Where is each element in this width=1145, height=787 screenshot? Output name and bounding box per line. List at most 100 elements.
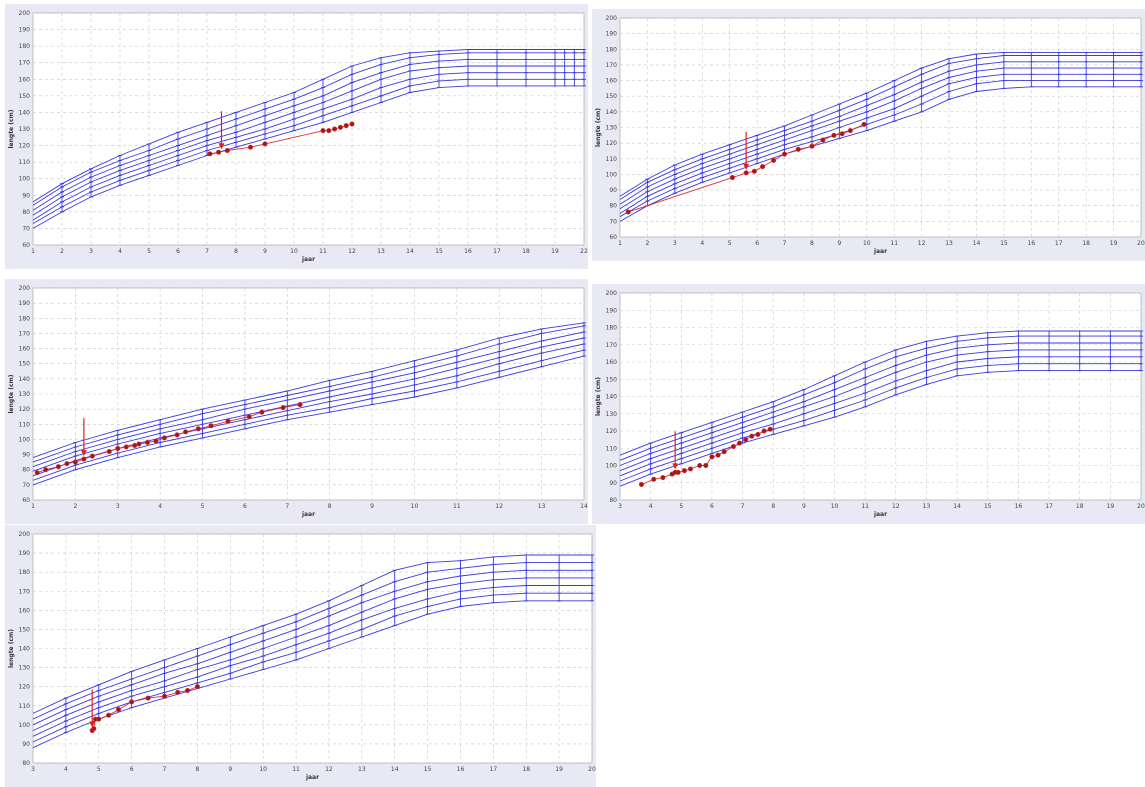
observation-point [207,151,213,157]
y-tick-label: 100 [606,171,618,178]
y-tick-label: 90 [22,741,30,748]
centile-line [32,65,584,216]
x-tick-label: 7 [741,503,745,510]
x-tick-label: 5 [97,766,101,773]
y-tick-label: 100 [19,176,31,183]
y-tick-label: 60 [609,234,617,241]
x-tick-label: 16 [457,766,465,773]
observation-point [730,444,736,450]
centile-line [32,322,585,459]
y-tick-label: 80 [22,467,30,474]
observation-point [675,469,681,475]
arrow-head [743,163,750,170]
x-tick-label: 15 [424,766,432,773]
y-tick-label: 190 [19,550,31,557]
observation-point [861,121,867,127]
centile-line [32,355,585,486]
observation-point [106,712,112,718]
centile-line [32,592,592,743]
x-tick-label: 14 [973,240,981,247]
observation-point [195,426,201,432]
arrow-head [218,143,225,150]
observation-point [767,426,773,432]
x-tick-label: 5 [201,503,205,510]
observation-point [749,433,755,439]
x-tick-label: 6 [755,240,759,247]
x-tick-label: 11 [292,766,300,773]
y-tick-label: 70 [609,218,617,225]
y-tick-label: 80 [609,497,617,504]
y-tick-label: 100 [19,436,31,443]
centile-line [619,335,1141,461]
x-tick-label: 19 [1107,503,1115,510]
x-tick-label: 19 [555,766,563,773]
y-tick-label: 120 [19,143,31,150]
observation-point [132,442,138,448]
observation-point [153,438,159,444]
observation-point [660,475,666,481]
centile-line [32,52,584,206]
y-tick-label: 110 [19,159,31,166]
growth-chart-5: 3 4 5 6 7 8 9 10 11 12 13 14 15 16 17 18 19 20 80 90 100 110 1… [5,525,596,787]
centile-line [619,51,1141,197]
arrow-head [672,463,679,470]
observation-point [638,481,644,487]
y-tick-label: 200 [606,290,618,297]
y-tick-label: 180 [19,569,31,576]
x-tick-label: 18 [1076,503,1084,510]
centile-line [32,325,585,463]
x-tick-label: 2 [73,503,77,510]
y-tick-label: 170 [606,62,618,69]
observation-point [687,466,693,472]
observation-point [55,464,61,470]
y-tick-label: 150 [606,93,618,100]
chart-svg: 3 4 5 6 7 8 9 10 11 12 13 14 15 16 17 18 19 20 80 90 100 110 1… [8,531,596,781]
x-tick-label: 17 [1045,503,1053,510]
y-tick-label: 190 [606,307,618,314]
x-tick-label: 10 [831,503,839,510]
y-axis-label: lengte (cm) [8,374,15,413]
y-tick-label: 90 [22,452,30,459]
centile-line [619,342,1141,466]
centile-line [32,337,585,472]
observation-point [847,128,853,134]
observation-point [795,146,801,152]
observation-point [162,693,168,699]
observation-point [809,143,815,149]
observation-point [259,409,265,415]
observation-point [332,126,338,132]
y-tick-label: 120 [606,428,618,435]
y-tick-label: 130 [19,391,31,398]
observation-point [246,414,252,420]
y-tick-label: 110 [19,421,31,428]
centile-line [619,370,1141,487]
centile-line [619,86,1141,222]
y-tick-label: 140 [606,109,618,116]
y-tick-label: 90 [609,480,617,487]
arrow-head [80,450,87,457]
x-tick-label: 19 [1110,240,1118,247]
x-tick-label: 17 [490,766,498,773]
centile-line [32,85,584,229]
observation-point [64,461,70,467]
y-tick-label: 170 [19,330,31,337]
growth-chart-3: 1 2 3 4 5 6 7 8 9 10 11 12 13 14 60 70 80 90 100 110 120 130 1… [5,279,588,524]
x-tick-label: 17 [1055,240,1063,247]
x-tick-label: 3 [618,503,622,510]
observation-point [771,157,777,163]
x-tick-label: 10 [259,766,267,773]
x-tick-label: 13 [923,503,931,510]
x-tick-label: 12 [892,503,900,510]
y-tick-label: 100 [606,463,618,470]
x-tick-label: 7 [783,240,787,247]
observation-point [755,431,761,437]
x-tick-label: 16 [1027,240,1035,247]
observation-point [262,141,268,147]
y-tick-label: 140 [606,394,618,401]
centile-line [619,55,1141,200]
x-tick-label: 17 [493,248,501,255]
observation-point [225,418,231,424]
y-tick-label: 170 [19,60,31,67]
x-tick-label: 8 [810,240,814,247]
x-tick-label: 10 [411,503,419,510]
